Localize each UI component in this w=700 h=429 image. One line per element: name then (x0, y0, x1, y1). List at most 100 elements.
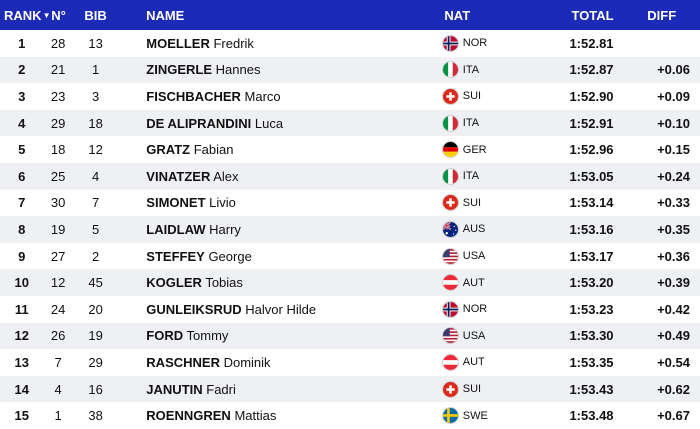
athlete-first-name: Halvor Hilde (245, 301, 317, 317)
bib-cell: 4 (91, 168, 100, 184)
time-diff-cell: +0.24 (657, 168, 690, 184)
table-row[interactable]: 4 29 18 DE ALIPRANDINI Luca ITA 1:52.91 +0.10 (0, 109, 700, 137)
total-time-cell: 1:52.90 (569, 88, 614, 104)
athlete-name-cell[interactable]: FORD Tommy (114, 328, 441, 343)
rank-cell: 1 (18, 35, 26, 51)
athlete-first-name: Alex (213, 168, 239, 184)
table-row[interactable]: 15 1 38 ROENNGREN Mattias SWE 1:53.48 +0.67 (0, 402, 700, 429)
athlete-name-cell[interactable]: KOGLER Tobias (114, 275, 441, 290)
nation-cell: USA (441, 327, 550, 345)
athlete-name-cell[interactable]: STEFFEY George (114, 249, 441, 264)
athlete-first-name: Fabian (193, 142, 234, 158)
time-diff-cell: +0.39 (657, 275, 690, 291)
rank-cell: 10 (14, 275, 29, 291)
nation-code: USA (462, 329, 486, 342)
athlete-first-name: Harry (209, 221, 241, 237)
rank-header-label: RANK (4, 7, 42, 23)
number-column-header: N° (51, 7, 66, 23)
table-row[interactable]: 14 4 16 JANUTIN Fadri SUI 1:53.43 +0.62 (0, 375, 700, 403)
nation-cell: ITA (441, 114, 550, 132)
time-diff-cell: +0.09 (657, 88, 690, 104)
table-row[interactable]: 11 24 20 GUNLEIKSRUD Halvor Hilde NOR 1:53.23… (0, 296, 700, 323)
number-cell: 7 (54, 354, 62, 370)
number-cell: 30 (50, 195, 66, 211)
number-cell: 19 (50, 221, 66, 237)
bib-cell: 12 (88, 142, 103, 158)
athlete-name-cell[interactable]: LAIDLAW Harry (114, 222, 441, 237)
athlete-name-cell[interactable]: FISCHBACHER Marco (114, 89, 441, 104)
athlete-name-cell[interactable]: MOELLER Fredrik (114, 36, 441, 51)
table-row[interactable]: 7 30 7 SIMONET Livio SUI 1:53.14 +0.33 (0, 190, 700, 217)
norway-flag-icon (441, 300, 459, 318)
athlete-name-cell[interactable]: ZINGERLE Hannes (114, 62, 441, 77)
nation-cell: NOR (441, 34, 550, 52)
nation-code: SWE (462, 409, 488, 422)
athlete-last-name: MOELLER (146, 35, 210, 51)
rank-cell: 2 (18, 62, 26, 78)
table-row[interactable]: 13 7 29 RASCHNER Dominik AUT 1:53.35 +0.54 (0, 349, 700, 376)
nation-cell: SUI (441, 87, 550, 105)
athlete-name-cell[interactable]: VINATZER Alex (114, 169, 441, 184)
athlete-name-cell[interactable]: SIMONET Livio (114, 195, 441, 210)
time-diff-cell: +0.62 (657, 381, 690, 397)
number-cell: 26 (50, 328, 66, 344)
total-time-cell: 1:53.05 (569, 168, 614, 184)
total-time-cell: 1:53.43 (569, 381, 614, 397)
table-row[interactable]: 2 21 1 ZINGERLE Hannes ITA 1:52.87 +0.06 (0, 56, 700, 84)
table-row[interactable]: 6 25 4 VINATZER Alex ITA 1:53.05 +0.24 (0, 162, 700, 190)
diff-column-header: DIFF (647, 7, 677, 23)
athlete-name-cell[interactable]: ROENNGREN Mattias (114, 408, 441, 423)
athlete-name-cell[interactable]: RASCHNER Dominik (114, 355, 441, 370)
athlete-name-cell[interactable]: GUNLEIKSRUD Halvor Hilde (114, 302, 441, 317)
athlete-first-name: Dominik (223, 354, 271, 370)
table-body: 1 28 13 MOELLER Fredrik NOR 1:52.81 2 21 1 ZINGER… (0, 30, 700, 429)
athlete-name-cell[interactable]: GRATZ Fabian (114, 142, 441, 157)
bib-cell: 45 (88, 275, 103, 291)
time-diff-cell: +0.35 (657, 221, 690, 237)
time-diff-cell: +0.06 (657, 62, 690, 78)
rank-cell: 7 (18, 195, 26, 211)
athlete-name-cell[interactable]: JANUTIN Fadri (114, 382, 441, 397)
athlete-last-name: KOGLER (146, 275, 202, 291)
athlete-name-cell[interactable]: DE ALIPRANDINI Luca (114, 116, 441, 131)
table-row[interactable]: 1 28 13 MOELLER Fredrik NOR 1:52.81 (0, 30, 700, 57)
total-time-cell: 1:53.20 (569, 275, 614, 291)
bib-column-header: BIB (84, 7, 107, 23)
rank-column-header[interactable]: RANK▼ (0, 7, 50, 23)
time-diff-cell: +0.49 (657, 328, 690, 344)
bib-cell: 2 (91, 248, 100, 264)
time-diff-cell: +0.67 (657, 408, 690, 424)
number-cell: 12 (50, 275, 66, 291)
nation-cell: AUS (441, 220, 550, 238)
table-row[interactable]: 5 18 12 GRATZ Fabian GER 1:52.96 +0.15 (0, 136, 700, 163)
bib-cell: 5 (91, 221, 100, 237)
table-row[interactable]: 3 23 3 FISCHBACHER Marco SUI 1:52.90 +0.09 (0, 83, 700, 110)
nation-column-header: NAT (444, 7, 471, 23)
nation-cell: SWE (441, 407, 550, 425)
nation-code: AUT (462, 276, 485, 289)
total-time-cell: 1:52.96 (569, 142, 614, 158)
total-time-cell: 1:53.35 (569, 354, 614, 370)
time-diff-cell: +0.15 (657, 142, 690, 158)
sort-down-icon: ▼ (42, 10, 51, 20)
number-cell: 24 (50, 301, 66, 317)
athlete-first-name: Livio (209, 195, 236, 211)
rank-cell: 8 (18, 221, 26, 237)
rank-cell: 12 (14, 328, 29, 344)
total-time-cell: 1:52.81 (569, 35, 614, 51)
nation-code: ITA (462, 170, 480, 183)
bib-cell: 7 (91, 195, 100, 211)
athlete-first-name: George (208, 248, 252, 264)
italy-flag-icon (441, 167, 459, 185)
nation-code: AUS (462, 223, 486, 236)
athlete-last-name: FORD (146, 328, 184, 344)
bib-cell: 20 (88, 301, 103, 317)
table-row[interactable]: 9 27 2 STEFFEY George USA 1:53.17 +0.36 (0, 243, 700, 270)
table-row[interactable]: 10 12 45 KOGLER Tobias AUT 1:53.20 +0.39 (0, 269, 700, 296)
norway-flag-icon (441, 34, 459, 52)
italy-flag-icon (441, 61, 459, 79)
athlete-first-name: Marco (244, 88, 281, 104)
table-row[interactable]: 8 19 5 LAIDLAW Harry AUS 1:53.16 +0.35 (0, 216, 700, 243)
nation-cell: AUT (441, 274, 550, 292)
table-row[interactable]: 12 26 19 FORD Tommy USA 1:53.30 +0.49 (0, 322, 700, 350)
